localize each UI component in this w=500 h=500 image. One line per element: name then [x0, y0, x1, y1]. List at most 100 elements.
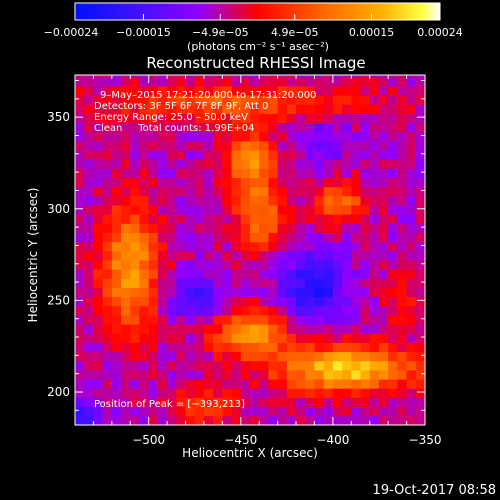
heatmap-cell [397, 223, 407, 233]
heatmap-cell [222, 140, 232, 151]
heatmap-cell [167, 370, 177, 380]
heatmap-cell [222, 168, 232, 179]
heatmap-cell [286, 177, 297, 188]
heatmap-cell [268, 140, 279, 151]
heatmap-cell [194, 232, 205, 243]
heatmap-cell [84, 205, 94, 215]
heatmap-cell [415, 214, 425, 224]
y-tick-label: 200 [47, 385, 70, 399]
heatmap-cell [130, 287, 140, 298]
heatmap-cell [406, 85, 417, 96]
heatmap-cell [139, 324, 150, 334]
heatmap-cell [203, 296, 214, 307]
y-tick-label: 350 [47, 110, 70, 124]
heatmap-cell [277, 195, 288, 206]
heatmap-cell [222, 85, 232, 96]
heatmap-cell [314, 232, 325, 243]
heatmap-cell [250, 186, 260, 197]
heatmap-cell [213, 296, 223, 307]
heatmap-cell [231, 415, 242, 425]
heatmap-cell [268, 168, 279, 179]
heatmap-cell [415, 342, 425, 353]
heatmap-cell [213, 232, 223, 243]
heatmap-cell [296, 342, 306, 353]
heatmap-cell [75, 113, 85, 124]
heatmap-cell [268, 104, 279, 114]
heatmap-cell [185, 177, 196, 188]
heatmap-cell [286, 195, 297, 206]
heatmap-cell [332, 113, 343, 124]
heatmap-cell [342, 305, 352, 316]
heatmap-cell [277, 214, 288, 224]
heatmap-cell [93, 324, 104, 334]
heatmap-cell [314, 168, 325, 179]
heatmap-cell [388, 406, 398, 417]
heatmap-cell [231, 232, 242, 243]
heatmap-cell [213, 287, 223, 298]
heatmap-cell [121, 186, 131, 197]
heatmap-cell [250, 131, 260, 142]
heatmap-cell [231, 75, 242, 78]
heatmap-cell [222, 388, 232, 398]
heatmap-cell [277, 315, 288, 325]
heatmap-cell [185, 415, 196, 425]
heatmap-cell [102, 324, 113, 334]
heatmap-cell [222, 333, 232, 343]
heatmap-cell [148, 305, 159, 316]
heatmap-cell [323, 85, 334, 96]
heatmap-cell [222, 195, 232, 206]
heatmap-cell [415, 278, 425, 288]
heatmap-cell [157, 159, 168, 169]
heatmap-cell [323, 406, 334, 417]
heatmap-cell [296, 370, 306, 380]
heatmap-cell [360, 379, 371, 389]
heatmap-cell [388, 131, 398, 142]
heatmap-cell [388, 223, 398, 233]
heatmap-cell [203, 122, 214, 133]
heatmap-cell [351, 95, 361, 105]
heatmap-cell [121, 397, 131, 408]
heatmap-cell [388, 379, 398, 389]
heatmap-cell [222, 250, 232, 261]
heatmap-cell [185, 131, 196, 142]
heatmap-cell [296, 140, 306, 151]
heatmap-cell [277, 223, 288, 233]
heatmap-cell [250, 85, 260, 96]
heatmap-cell [139, 159, 150, 169]
heatmap-cell [139, 186, 150, 197]
heatmap-cell [397, 342, 407, 353]
heatmap-cell [139, 250, 150, 261]
heatmap-cell [240, 131, 251, 142]
heatmap-cell [111, 406, 122, 417]
heatmap-cell [75, 324, 85, 334]
heatmap-cell [102, 205, 113, 215]
heatmap-cell [167, 113, 177, 124]
heatmap-cell [332, 214, 343, 224]
heatmap-cell [286, 315, 297, 325]
heatmap-cell [222, 104, 232, 114]
heatmap-cell [231, 168, 242, 179]
heatmap-cell [332, 379, 343, 389]
heatmap-cell [102, 333, 113, 343]
heatmap-cell [332, 186, 343, 197]
heatmap-cell [415, 397, 425, 408]
heatmap-cell [369, 140, 380, 151]
heatmap-cell [388, 104, 398, 114]
heatmap-cell [111, 315, 122, 325]
heatmap-cell [203, 186, 214, 197]
heatmap-cell [351, 186, 361, 197]
heatmap-cell [369, 241, 380, 252]
heatmap-cell [305, 360, 315, 371]
heatmap-cell [286, 360, 297, 371]
heatmap-cell [111, 342, 122, 353]
heatmap-cell [111, 76, 122, 87]
heatmap-cell [286, 159, 297, 169]
heatmap-cell [388, 214, 398, 224]
heatmap-cell [305, 406, 315, 417]
heatmap-cell [332, 278, 343, 288]
heatmap-cell [250, 104, 260, 114]
heatmap-cell [213, 85, 223, 96]
heatmap-cell [277, 351, 288, 362]
x-tick-label: −500 [132, 433, 165, 447]
heatmap-cell [305, 260, 315, 270]
